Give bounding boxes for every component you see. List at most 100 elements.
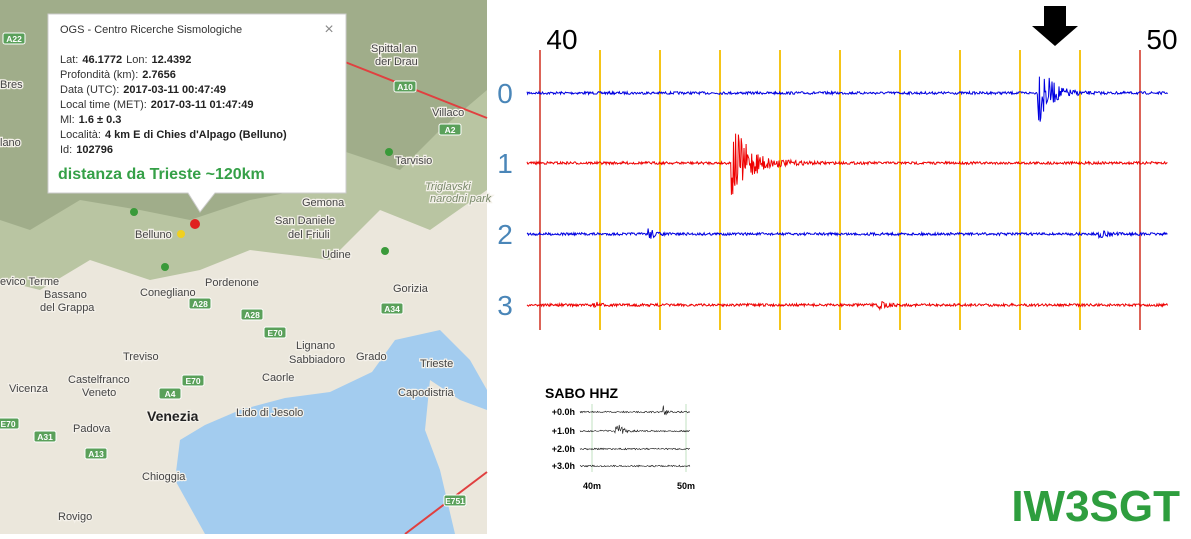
- shield-label: A13: [88, 449, 104, 459]
- minute-label: 40: [546, 24, 577, 55]
- shield-label: E70: [185, 376, 200, 386]
- marker: [177, 230, 185, 238]
- shield-label: A31: [37, 432, 53, 442]
- road-shields: A22 A10 A2 A28 A28 A34 E70 E70 E70 A31 A13 A4 E751: [0, 32, 467, 507]
- inset: SABO HHZ 40m 50m +0.0h +1.0h +2.0h +3.0h: [545, 385, 695, 491]
- place-label: Chioggia: [142, 471, 186, 483]
- popup-line: Id: 102796: [60, 144, 113, 156]
- markers: [130, 148, 393, 271]
- inset-row-label: +3.0h: [552, 461, 575, 471]
- place-label: Venezia: [147, 408, 199, 424]
- marker: [190, 219, 200, 229]
- inset-title: SABO HHZ: [545, 385, 619, 401]
- road-shield: A2: [438, 123, 462, 136]
- place-label: Lido di Jesolo: [236, 407, 303, 419]
- shield-bg: [240, 308, 264, 321]
- field-label: Profondità (km):: [60, 69, 138, 81]
- inset-row-label: +1.0h: [552, 426, 575, 436]
- channel-label: 3: [497, 290, 513, 321]
- seismic-trace: [579, 464, 691, 468]
- place-label: del Grappa: [40, 302, 95, 314]
- popup-line: Data (UTC): 2017-03-11 00:47:49: [60, 84, 226, 96]
- inset-time: 50m: [677, 481, 695, 491]
- shield-bg: [188, 297, 212, 310]
- place-label: Villaco: [432, 107, 464, 119]
- popup-note: distanza da Trieste ~120km: [58, 166, 265, 183]
- place-label: Conegliano: [140, 287, 196, 299]
- place-label: Grado: [356, 351, 387, 363]
- shield-label: E751: [445, 496, 465, 506]
- place-label: Rovigo: [58, 511, 92, 523]
- watermark: IW3SGT: [1011, 482, 1180, 531]
- place-label: Caorle: [262, 372, 294, 384]
- popup-line: Lat: 46.1772 Lon: 12.4392: [60, 54, 191, 66]
- field-value: 2017-03-11 00:47:49: [123, 84, 226, 96]
- place-label: Gorizia: [393, 283, 429, 295]
- place-label: del Friuli: [288, 229, 330, 241]
- marker: [381, 247, 389, 255]
- popup-title: OGS - Centro Ricerche Sismologiche: [60, 24, 242, 36]
- popup-close[interactable]: ×: [324, 21, 333, 38]
- field-label: Lon:: [126, 54, 147, 66]
- road-shield: E751: [443, 494, 467, 507]
- seismic-trace: [526, 133, 1168, 195]
- popup-line: Località: 4 km E di Chies d'Alpago (Bellu…: [60, 129, 287, 141]
- popup-line: Local time (MET): 2017-03-11 01:47:49: [60, 99, 254, 111]
- shield-label: A4: [165, 389, 176, 399]
- popup-box: [47, 13, 347, 213]
- shield-bg: [438, 123, 462, 136]
- field-value: 12.4392: [152, 54, 192, 66]
- place-label: evico Terme: [0, 276, 59, 288]
- place-label: Tarvisio: [395, 155, 432, 167]
- popup-line: Ml: 1.6 ± 0.3: [60, 114, 121, 126]
- field-label: Ml:: [60, 114, 75, 126]
- road-shield: A31: [33, 430, 57, 443]
- field-label: Lat:: [60, 54, 78, 66]
- shield-label: E70: [0, 419, 15, 429]
- place-label: Udine: [322, 249, 351, 261]
- place-label: Lignano: [296, 340, 335, 352]
- inset-time: 40m: [583, 481, 601, 491]
- place-label: Capodistria: [398, 387, 455, 399]
- road-shield: E70: [263, 326, 287, 339]
- shield-bg: [33, 430, 57, 443]
- shield-bg: [84, 447, 108, 460]
- road-shield: E70: [181, 374, 205, 387]
- channel-label: 2: [497, 219, 513, 250]
- road-shield: A28: [240, 308, 264, 321]
- place-label: Belluno: [135, 229, 172, 241]
- shield-label: A28: [192, 299, 208, 309]
- place-label: lano: [0, 137, 21, 149]
- shield-label: A10: [397, 82, 413, 92]
- place-label: Bassano: [44, 289, 87, 301]
- shield-bg: [158, 387, 182, 400]
- shield-label: A2: [445, 125, 456, 135]
- place-label: Padova: [73, 423, 111, 435]
- place-label: Sabbiadoro: [289, 354, 345, 366]
- place-label: San Daniele: [275, 215, 335, 227]
- place-label: Vicenza: [9, 383, 49, 395]
- popup-fields: Lat: 46.1772 Lon: 12.4392 Profondità (km): 2.…: [60, 54, 287, 156]
- road-shield: A10: [393, 80, 417, 93]
- popup-line: Profondità (km): 2.7656: [60, 69, 176, 81]
- popup: OGS - Centro Ricerche Sismologiche × Lat…: [47, 13, 347, 213]
- event-arrow: [1032, 6, 1078, 46]
- place-label: der Drau: [375, 56, 418, 68]
- field-value: 1.6 ± 0.3: [79, 114, 122, 126]
- field-value: 102796: [76, 144, 113, 156]
- seismic-trace: [526, 301, 1168, 311]
- channel-label: 1: [497, 148, 513, 179]
- field-label: Local time (MET):: [60, 99, 147, 111]
- field-value: 4 km E di Chies d'Alpago (Belluno): [105, 129, 287, 141]
- seismic-trace: [526, 228, 1168, 240]
- road-shield: E70: [0, 417, 20, 430]
- seismic-trace: [579, 405, 691, 416]
- place-label: Bres: [0, 79, 23, 91]
- field-label: Data (UTC):: [60, 84, 119, 96]
- minute-label: 50: [1146, 24, 1177, 55]
- seismic-trace: [579, 447, 690, 451]
- marker: [385, 148, 393, 156]
